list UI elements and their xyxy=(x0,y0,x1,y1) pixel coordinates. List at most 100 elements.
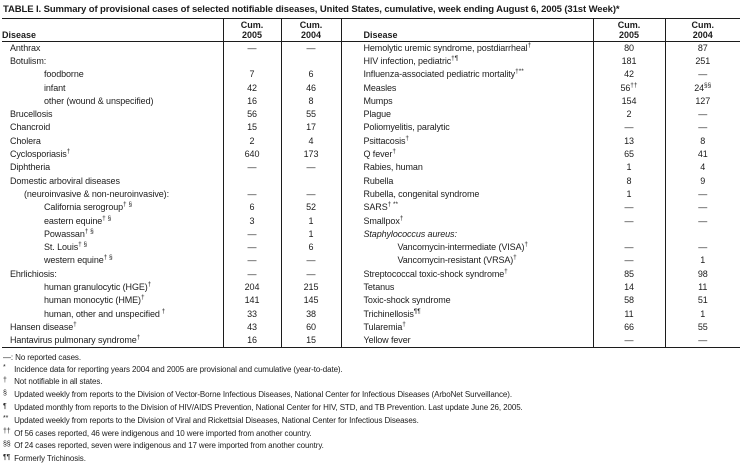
value-cell: — xyxy=(664,334,740,348)
footnotes: —: No reported cases. * Incidence data fo… xyxy=(3,352,742,466)
footnote-marker: † xyxy=(527,41,532,49)
footnote: ** Updated weekly from reports to the Di… xyxy=(3,415,419,425)
disease-cell: infant xyxy=(44,82,66,93)
disease-cell: Cyclosporiasis† xyxy=(10,148,71,160)
value-cell: 11 xyxy=(592,307,665,321)
disease-cell: Streptococcal toxic-shock syndrome† xyxy=(340,267,593,281)
value-cell: 1 xyxy=(664,307,740,321)
col-header-disease-right: Disease xyxy=(340,18,593,42)
disease-cell: Trichinellosis¶¶ xyxy=(340,307,593,321)
header-row: Disease Cum. 2005 Cum. 2004 Disease Cum. 20… xyxy=(2,18,740,42)
value-cell: 13 xyxy=(592,134,665,148)
value-cell: 6 xyxy=(280,240,341,255)
footnote-marker: † xyxy=(399,214,404,222)
value-cell: 51 xyxy=(664,294,740,308)
footnote-marker: †† xyxy=(3,428,11,436)
table-row: Diphtheria — — Rabies, human 1 4 xyxy=(2,161,740,175)
value-cell: 42 xyxy=(222,81,281,95)
footnote: †† Of 56 cases reported, 46 were indigen… xyxy=(3,428,312,438)
table-row: St. Louis† § —6 Vancomycin-intermediate (V… xyxy=(2,240,740,255)
value-cell: — xyxy=(222,161,281,175)
value-cell: 14 xyxy=(592,280,665,295)
footnote-marker: † § xyxy=(78,241,88,249)
table-row: Cyclosporiasis† 640 173 Q fever† 65 41 xyxy=(2,147,740,162)
disease-cell: Staphylococcus aureus: xyxy=(340,227,593,241)
footnote-marker: † xyxy=(159,307,166,315)
value-cell: 33 xyxy=(222,307,281,321)
value-cell: — xyxy=(592,240,665,255)
table-row: Anthrax — — Hemolytic uremic syndrome, post… xyxy=(2,41,740,55)
table-row: human, other and unspecified † 33 38 Trichi… xyxy=(2,307,740,321)
disease-cell: Vancomycin-resistant (VRSA)† xyxy=(340,254,593,268)
value-cell: — xyxy=(222,41,281,55)
disease-cell: Q fever† xyxy=(340,147,593,162)
footnote: §§ Of 24 cases reported, seven were indi… xyxy=(3,440,324,451)
footnote-marker: §§ xyxy=(704,81,712,89)
value-cell: — xyxy=(280,267,341,281)
table-row: Chancroid 15 17 Poliomyelitis, paralytic — — xyxy=(2,121,740,135)
footnote-marker: §§ xyxy=(3,440,11,448)
value-cell: 141 xyxy=(222,294,281,308)
disease-cell: Brucellosis xyxy=(10,109,53,120)
disease-cell: Tularemia† xyxy=(340,320,593,335)
value-cell: 1 xyxy=(592,161,665,175)
col-header-disease-left: Disease xyxy=(2,18,223,42)
col-header-cum-2005-left: Cum. 2005 xyxy=(222,18,281,42)
disease-cell: Cholera xyxy=(10,135,41,146)
disease-cell: Ehrlichiosis: xyxy=(10,268,57,279)
value-cell: 24§§ xyxy=(664,81,740,95)
disease-cell: Rabies, human xyxy=(340,161,593,175)
table-row: Powassan† § —1 Staphylococcus aureus: xyxy=(2,227,740,241)
footnote-marker: § xyxy=(3,389,7,397)
disease-cell: Plague xyxy=(340,107,593,122)
summary-table: Disease Cum. 2005 Cum. 2004 Disease Cum. 20… xyxy=(2,18,740,348)
disease-cell: Influenza-associated pediatric mortality… xyxy=(340,68,593,82)
disease-cell: foodborne xyxy=(44,69,84,80)
value-cell: 85 xyxy=(592,267,665,281)
footnote-marker: † xyxy=(136,334,141,341)
table-row: California serogroup† § 6 52 SARS† ** — — xyxy=(2,201,740,215)
disease-cell: Hansen disease† xyxy=(10,320,77,332)
value-cell: 1 xyxy=(664,254,740,268)
value-cell: 15 xyxy=(222,121,281,135)
footnote: † Not notifiable in all states. xyxy=(3,376,103,387)
value-cell: — xyxy=(280,41,341,55)
footnote-marker: ¶¶ xyxy=(413,307,421,315)
disease-cell: Smallpox† xyxy=(340,214,593,228)
disease-cell: Domestic arboviral diseases xyxy=(10,175,120,186)
table-title: TABLE I. Summary of provisional cases of… xyxy=(3,4,620,15)
value-cell: — xyxy=(664,107,740,122)
value-cell: 11 xyxy=(664,280,740,295)
value-cell: 16 xyxy=(222,334,281,348)
value-cell: — xyxy=(280,254,341,268)
disease-cell: SARS† ** xyxy=(340,201,593,215)
value-cell: 55 xyxy=(664,320,740,335)
value-cell: — xyxy=(664,187,740,202)
footnote-marker: † xyxy=(66,148,71,156)
value-cell: 87 xyxy=(664,41,740,55)
value-cell: — xyxy=(222,267,281,281)
footnote-marker: ** xyxy=(3,415,9,423)
value-cell: — xyxy=(280,187,341,202)
value-cell: 4 xyxy=(664,161,740,175)
value-cell: 215 xyxy=(280,280,341,295)
value-cell: — xyxy=(664,240,740,255)
table-row: foodborne 7 6 Influenza-associated pediatri… xyxy=(2,68,740,82)
value-cell: 43 xyxy=(222,320,281,335)
footnote-marker: * xyxy=(3,364,6,372)
value-cell: — xyxy=(664,121,740,135)
disease-cell: Vancomycin-intermediate (VISA)† xyxy=(340,240,593,255)
table-row: western equine† § — — Vancomycin-resistant … xyxy=(2,254,740,268)
value-cell: 65 xyxy=(592,147,665,162)
footnote-marker: †** xyxy=(515,68,524,76)
table-body: Anthrax — — Hemolytic uremic syndrome, post… xyxy=(2,41,740,348)
disease-cell: (neuroinvasive & non-neuroinvasive): xyxy=(24,188,169,199)
value-cell: 60 xyxy=(280,320,341,335)
value-cell: — xyxy=(592,334,665,348)
value-cell: — xyxy=(592,121,665,135)
footnote: —: No reported cases. xyxy=(3,352,81,362)
value-cell: 56†† xyxy=(592,81,665,95)
value-cell: 6 xyxy=(280,68,341,82)
value-cell: 7 xyxy=(222,68,281,82)
value-cell: 127 xyxy=(664,94,740,108)
